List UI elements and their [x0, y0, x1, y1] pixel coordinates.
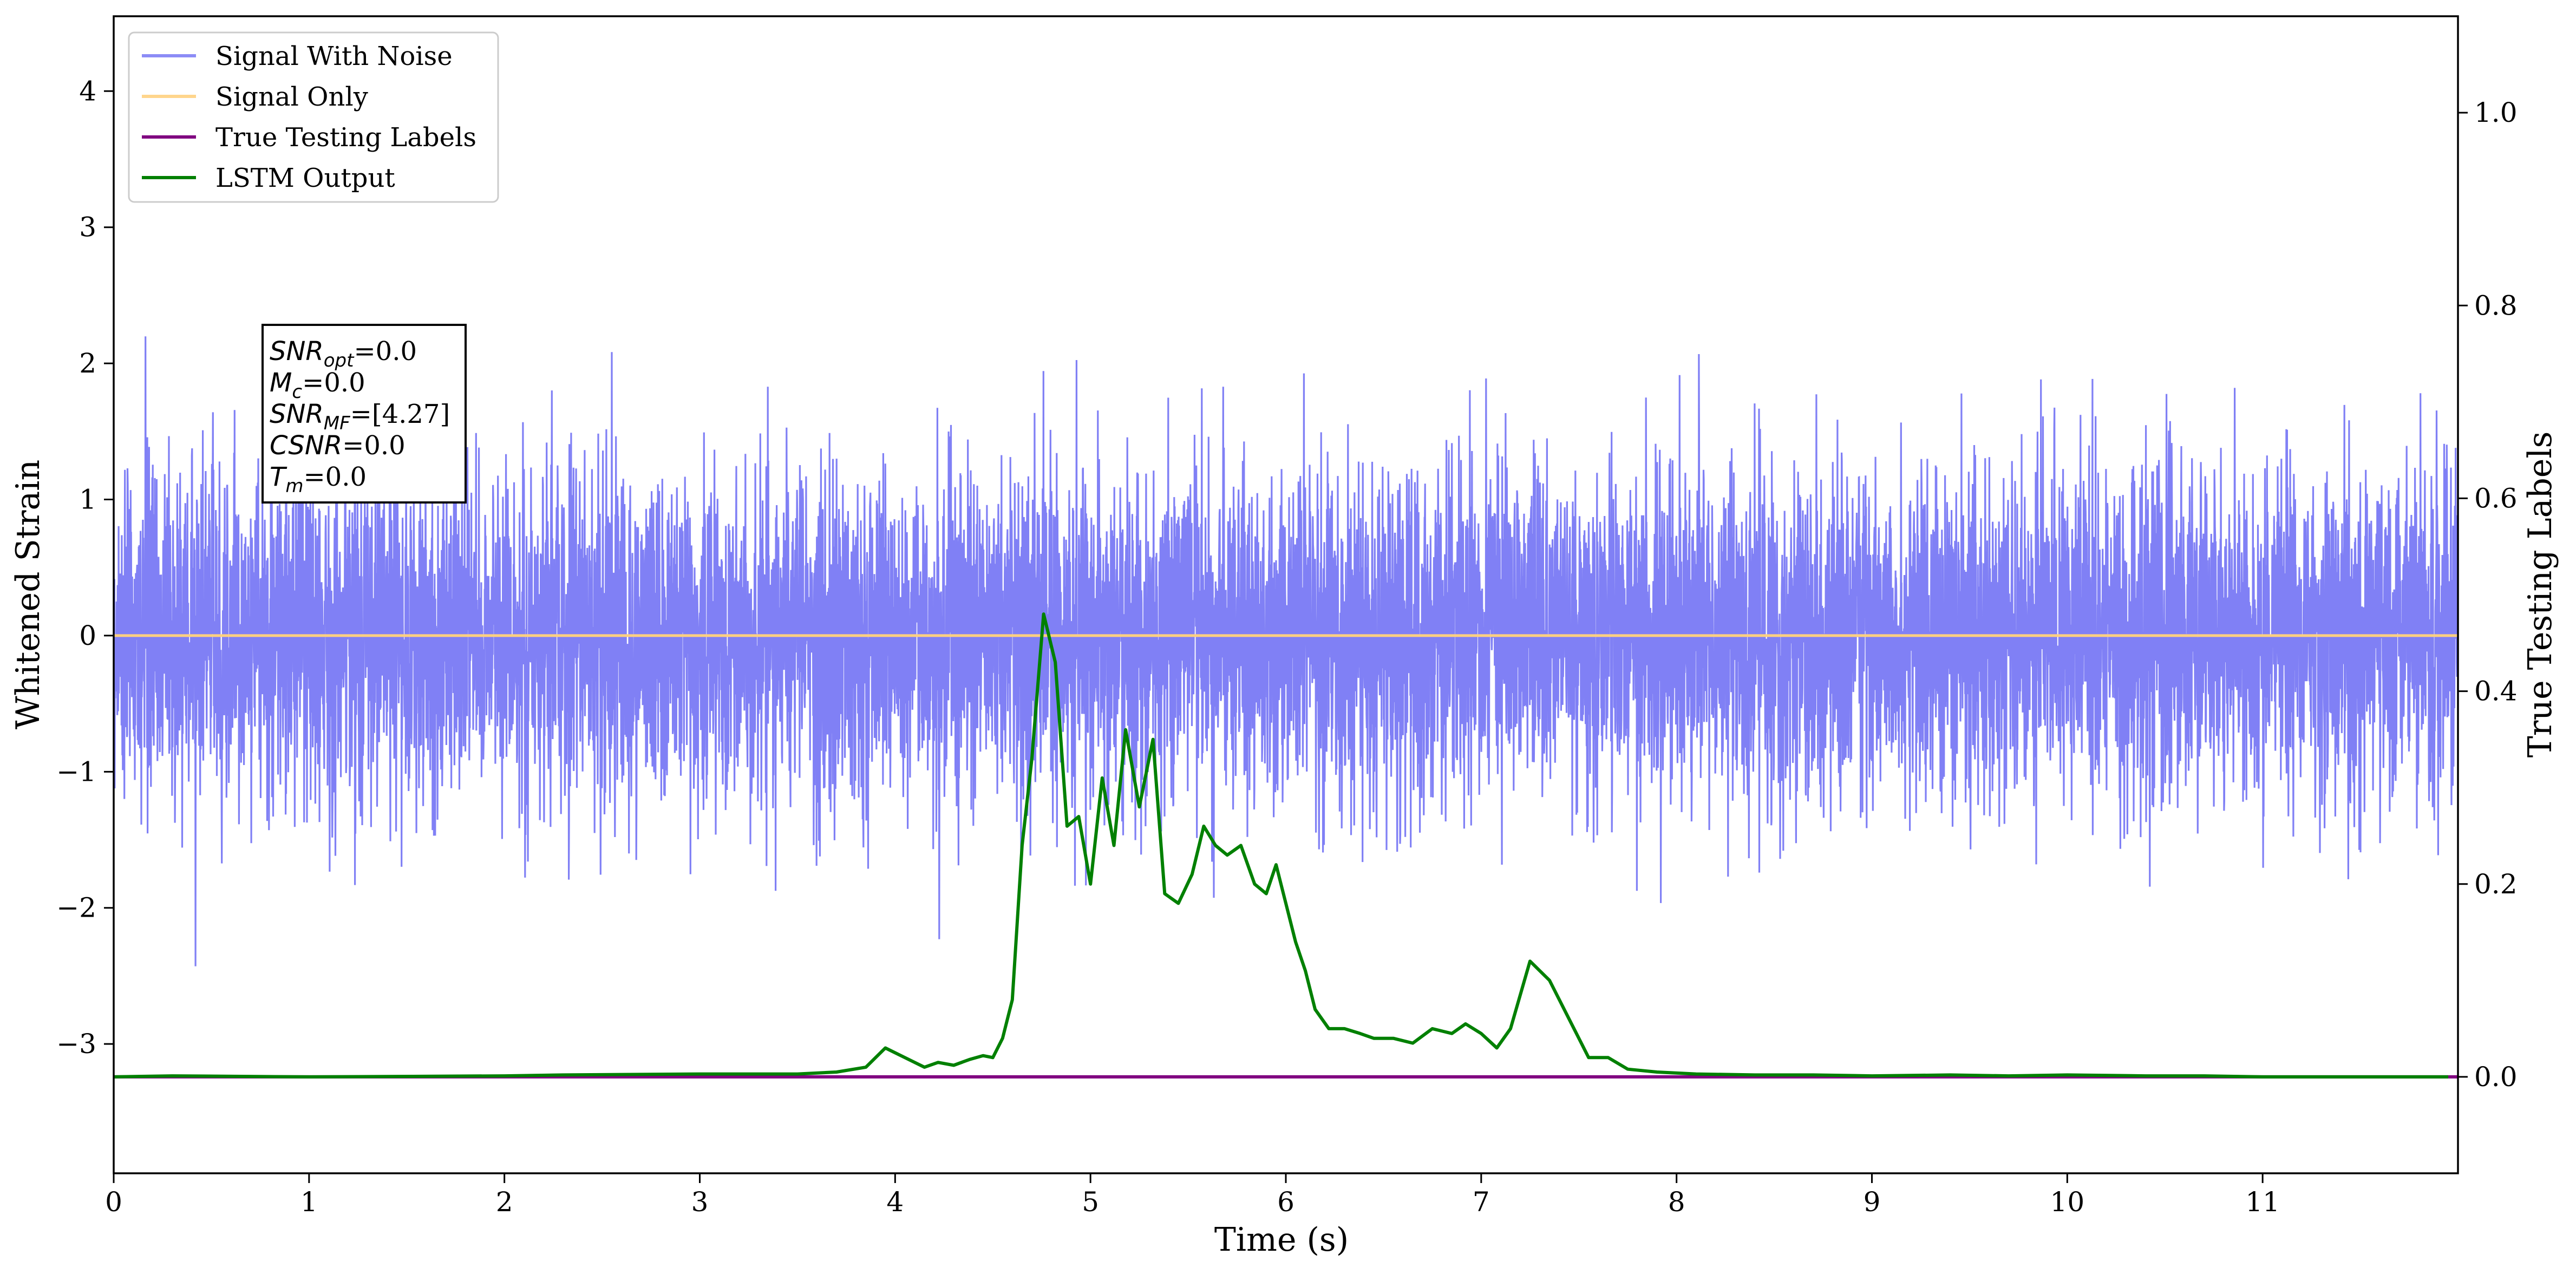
y2-axis-label: True Testing Labels	[2521, 432, 2559, 758]
x-tick-label: 1	[300, 1186, 318, 1218]
x-tick-label: 2	[496, 1186, 513, 1218]
annotation-box: SNRopt=0.0Mc=0.0SNRMF=[4.27]CSNR=0.0Tm=0…	[261, 324, 467, 504]
annotation-line: CSNR=0.0	[270, 430, 406, 461]
y-tick-label: −3	[56, 1028, 96, 1060]
y-axis-right: 0.0 0.2 0.4 0.6 0.8 1.0	[2458, 97, 2518, 1093]
x-tick-label: 8	[1668, 1186, 1685, 1218]
annotation-line: Tm=0.0	[270, 462, 367, 497]
annotation-line: SNRMF=[4.27]	[270, 399, 450, 434]
y-tick-label: 1	[79, 484, 96, 515]
y-tick-label: 3	[79, 212, 96, 243]
annotation-line: Mc=0.0	[270, 368, 365, 403]
annotation-line: SNRopt=0.0	[270, 336, 417, 371]
y-axis-label: Whitened Strain	[9, 460, 47, 729]
legend-label: Signal Only	[215, 82, 368, 112]
y2-tick-label: 0.8	[2474, 290, 2518, 321]
x-tick-label: 7	[1473, 1186, 1490, 1218]
series-line-lstm-output	[114, 612, 2448, 1079]
legend-label: True Testing Labels	[215, 122, 476, 153]
x-tick-label: 3	[691, 1186, 709, 1218]
x-tick-label: 6	[1277, 1186, 1294, 1218]
y-tick-label: −1	[56, 756, 96, 787]
x-tick-label: 4	[886, 1186, 904, 1218]
y2-tick-label: 0.4	[2474, 676, 2518, 707]
y-tick-label: 4	[79, 75, 96, 107]
legend-label: LSTM Output	[215, 163, 395, 193]
x-tick-label: 11	[2245, 1186, 2280, 1218]
y-axis-left: −3 −2 −1 0 1 2 3 4	[56, 75, 114, 1060]
y-tick-label: −2	[56, 892, 96, 924]
x-tick-label: 10	[2050, 1186, 2085, 1218]
x-axis: 0 1 2 3 4 5 6 7 8 9 10 11	[105, 1173, 2280, 1218]
y2-tick-label: 1.0	[2474, 97, 2518, 128]
y-tick-label: 0	[79, 620, 96, 651]
x-tick-label: 9	[1864, 1186, 1881, 1218]
y2-tick-label: 0.6	[2474, 482, 2518, 514]
y-tick-label: 2	[79, 348, 96, 379]
y2-tick-label: 0.0	[2474, 1061, 2518, 1093]
x-tick-label: 0	[105, 1186, 122, 1218]
x-axis-label: Time (s)	[1214, 1221, 1349, 1259]
legend-label: Signal With Noise	[215, 41, 453, 71]
x-tick-label: 5	[1082, 1186, 1099, 1218]
series-line-signal-with-noise	[114, 336, 2458, 966]
legend: Signal With Noise Signal Only True Testing…	[128, 31, 499, 203]
y2-tick-label: 0.2	[2474, 868, 2518, 900]
